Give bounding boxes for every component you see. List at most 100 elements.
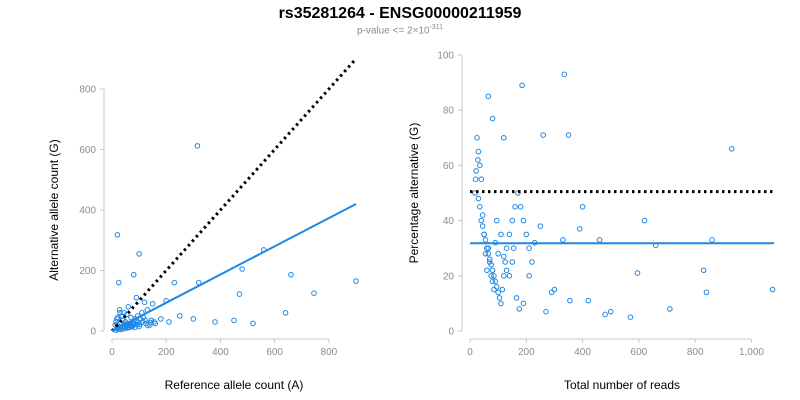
right-data-point [488,273,494,279]
left-data-point [114,232,121,238]
right-x-tick-label: 800 [687,347,704,358]
right-data-point [579,204,586,210]
right-data-point [576,226,583,232]
right-data-point [479,223,486,229]
right-data-point [548,289,555,296]
left-x-tick-label: 600 [266,347,283,358]
right-data-point [769,286,776,293]
left-data-point [158,316,164,322]
left-data-point [142,317,148,324]
right-data-point [488,261,494,268]
left-y-axis-title: Alternative allele count (G) [47,139,61,280]
right-data-point [700,267,707,274]
right-data-point [500,273,507,279]
left-data-point [149,300,156,307]
right-data-point [472,176,479,182]
left-reference-line [110,57,358,333]
left-data-point [236,291,243,297]
right-data-point [500,135,507,141]
right-y-tick-label: 100 [437,51,454,62]
right-data-point [509,217,516,224]
left-x-axis-title: Reference allele count (A) [165,378,304,392]
right-data-point [703,289,710,296]
right-data-point [478,176,485,182]
right-data-point [500,253,507,260]
percentage-alternative-scatter-plot: 0 20 40 60 80 100 0 200 400 600 800 1,000 Total numb… [407,51,776,392]
left-data-point [125,304,132,310]
right-data-point [567,297,573,304]
left-y-tick-label: 600 [79,145,96,156]
left-x-tick-label: 800 [321,347,338,358]
left-data-point [147,319,154,326]
right-data-point [503,267,510,274]
chart-subtitle: p-value <= 2×10-311 [0,24,800,36]
left-data-point [114,316,120,322]
right-data-point [728,146,735,152]
right-data-point [510,245,517,251]
right-x-tick-label: 1,000 [739,347,764,358]
left-data-point [239,266,245,272]
right-data-point [485,93,492,100]
right-data-point [481,231,487,238]
right-data-point [485,250,492,257]
left-data-point [212,319,218,325]
right-x-tick-label: 400 [574,347,591,358]
right-x-tick-label: 0 [467,347,473,358]
right-data-point [484,245,490,251]
left-data-point [136,251,142,257]
right-data-point [517,204,524,210]
right-y-tick-label: 0 [448,327,454,338]
right-data-point [529,259,535,265]
right-data-point [491,286,497,293]
right-data-point [634,270,641,276]
right-data-point [493,284,500,290]
left-x-tick-label: 200 [158,347,175,358]
left-data-point [116,307,123,313]
right-x-tick-label: 600 [631,347,648,358]
right-data-point [477,204,483,210]
right-data-point [512,204,518,210]
right-data-point [565,132,572,138]
right-data-point [479,212,486,218]
left-y-tick-label: 0 [90,327,96,338]
right-data-point [596,237,603,243]
left-data-point [353,278,359,284]
left-data-point [130,271,137,278]
right-data-point [493,217,500,224]
left-data-point [194,143,201,149]
right-data-point [477,162,483,169]
p-value-text: p-value <= 2×10 [356,25,430,37]
right-data-point [486,259,493,265]
right-data-point [526,273,532,279]
right-data-point [709,237,715,243]
allele-count-scatter-plot: 0 200 400 600 800 0 200 400 600 800 Reference alle… [47,57,359,392]
right-data-point [540,132,546,138]
right-data-point [473,168,479,174]
right-data-point [495,289,501,296]
right-data-point [543,308,549,315]
right-data-point [506,231,513,238]
right-x-tick-label: 200 [518,347,535,358]
right-y-axis-title: Percentage alternative (G) [407,123,421,264]
right-data-point [496,295,503,301]
left-data-point [139,319,146,325]
right-data-point [475,148,482,155]
left-data-point [126,324,133,331]
left-data-point [176,313,183,319]
right-data-point [519,82,525,89]
right-data-point [484,267,490,274]
left-data-point [117,310,123,316]
right-y-tick-label: 80 [443,106,455,117]
right-data-point [667,306,673,312]
right-data-point [523,231,530,238]
left-data-point [141,299,148,306]
right-data-point [498,300,504,307]
right-data-point [537,223,544,229]
right-data-point [520,217,527,224]
right-data-point [499,286,506,293]
right-data-point [475,195,482,202]
left-y-tick-label: 400 [79,206,96,217]
left-data-point [250,320,256,327]
left-x-tick-label: 400 [212,347,229,358]
right-data-point [495,250,501,257]
